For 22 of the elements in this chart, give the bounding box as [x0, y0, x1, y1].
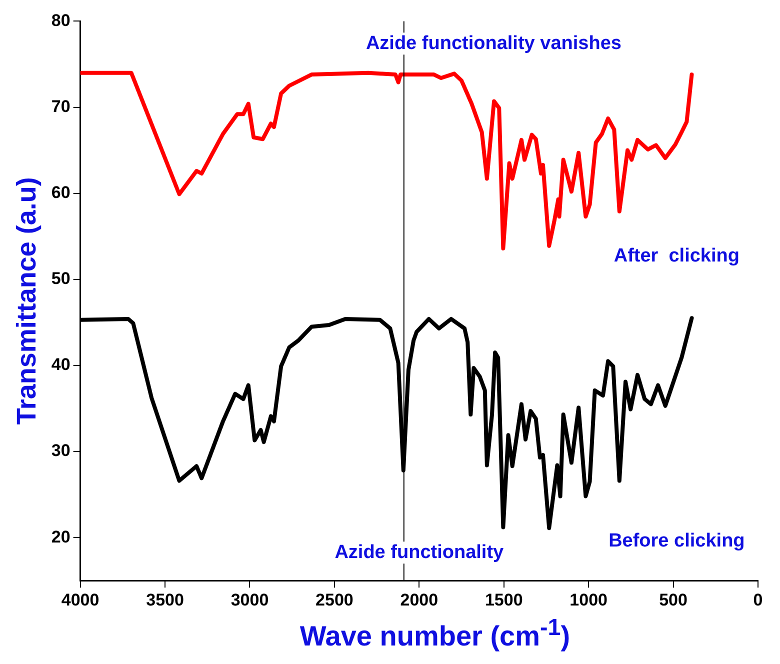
y-tick-label: 70	[51, 96, 70, 116]
x-tick-label: 2500	[316, 590, 354, 610]
x-tick-label: 0	[753, 590, 763, 610]
y-tick-label: 40	[51, 355, 70, 374]
x-tick-label: 1500	[484, 590, 523, 610]
annotation: Azide functionality vanishes	[366, 32, 622, 54]
y-tick-label: 20	[51, 527, 70, 546]
x-tick-label: 3000	[230, 590, 269, 610]
annotation: Before clicking	[608, 530, 745, 552]
x-axis-title: Wave number (cm$^{-1}$)	[298, 614, 572, 652]
x-tick-label: 1000	[570, 590, 608, 610]
y-axis-title: Transmittance (a.u)	[12, 177, 42, 425]
y-tick-label: 60	[51, 183, 70, 202]
annotation: After clicking	[614, 245, 740, 266]
x-tick-label: 2000	[400, 590, 438, 610]
x-tick-label: 4000	[61, 590, 100, 610]
y-tick-label: 30	[51, 441, 70, 460]
y-tick-label: 80	[51, 10, 70, 30]
x-tick-label: 3500	[146, 590, 184, 610]
y-tick-label: 50	[51, 269, 70, 288]
x-tick-label: 500	[659, 590, 688, 610]
annotation: Azide functionality	[334, 542, 504, 563]
